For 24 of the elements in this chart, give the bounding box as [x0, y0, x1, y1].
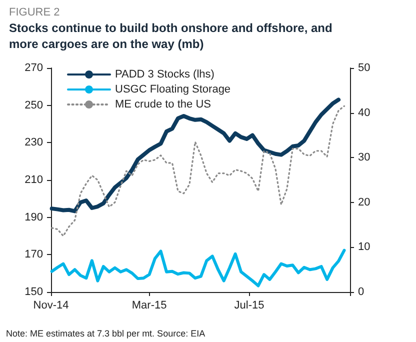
x-tick-label: Mar-15: [132, 300, 167, 312]
line-series: [50, 98, 341, 214]
legend-label: USGC Floating Storage: [115, 84, 231, 96]
y2-tick-label: 0: [358, 286, 364, 298]
legend-label: ME crude to the US: [115, 98, 211, 110]
x-tick-label: Jul-15: [234, 300, 264, 312]
y-tick-label: 270: [24, 62, 43, 74]
chart-subtitle: FIGURE 2: [9, 6, 60, 18]
legend-label: PADD 3 Stocks (lhs): [115, 68, 214, 80]
y-tick-label: 150: [24, 286, 43, 298]
text: Note: ME estimates at 7.3 bbl per mt. Source: EIA: [6, 328, 206, 338]
x-tick-label: Nov-14: [33, 300, 69, 312]
y2-tick-label: 40: [358, 106, 370, 119]
y-tick-label: 250: [24, 99, 43, 112]
y2-tick-label: 30: [358, 152, 370, 164]
y-tick-label: 190: [24, 211, 43, 224]
y2-tick-label: 20: [358, 196, 370, 208]
y-tick-label: 170: [24, 248, 43, 261]
line-series: [50, 248, 346, 288]
y-tick-label: 210: [24, 174, 43, 186]
y-tick-label: 230: [24, 136, 43, 149]
y2-tick-label: 10: [358, 241, 370, 254]
chart-title: Stocks continue to build both onshore and offshore, and more cargoes are on the way (mb): [9, 21, 332, 51]
y2-tick-label: 50: [358, 62, 370, 74]
